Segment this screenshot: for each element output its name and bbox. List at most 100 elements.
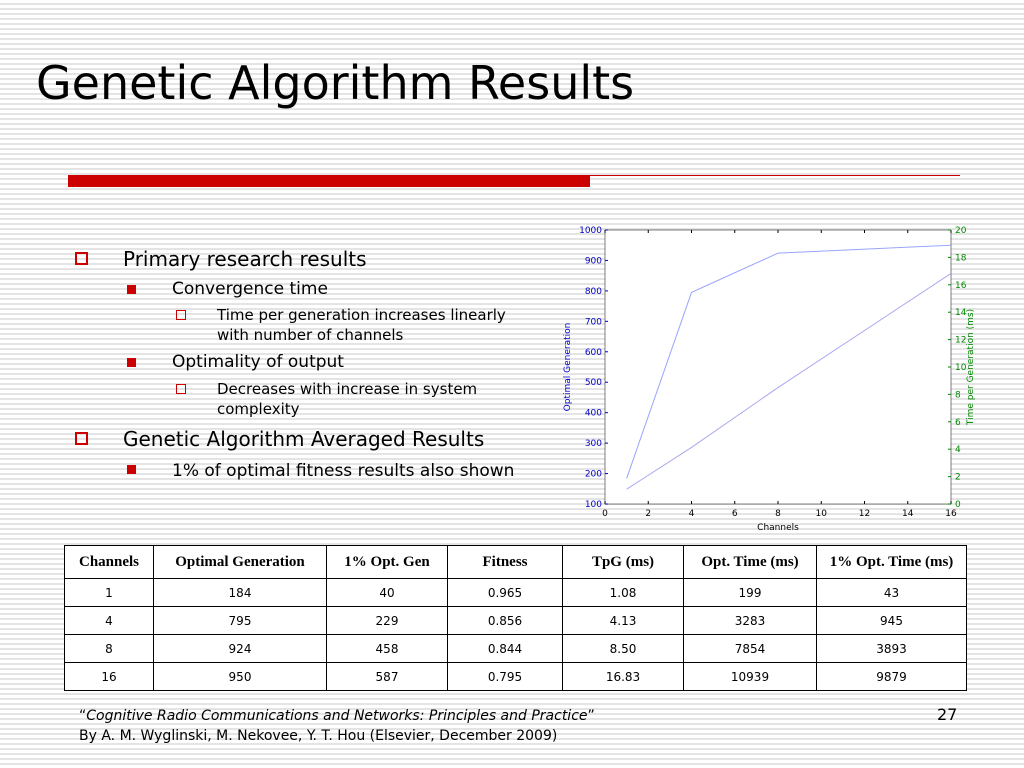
y-tick-label: 300 [585, 439, 602, 449]
hollow-square-bullet-icon [75, 252, 88, 265]
hollow-square-bullet-icon [75, 432, 88, 445]
citation-title-line: “Cognitive Radio Communications and Netw… [79, 706, 595, 726]
y2-tick-label: 2 [955, 473, 961, 483]
x-tick-label: 14 [902, 509, 914, 519]
title-underline-thin [590, 175, 960, 176]
table-cell: 950 [153, 662, 327, 691]
table-cell: 587 [326, 662, 448, 691]
bullet-item: Convergence time [172, 279, 328, 299]
y2-tick-label: 10 [955, 363, 967, 373]
table-cell: 0.795 [447, 662, 563, 691]
table-cell: 9879 [816, 662, 967, 691]
bullet-item: Optimality of output [172, 352, 344, 372]
results-table: Channels Optimal Generation 1% Opt. Gen … [64, 545, 967, 691]
table-cell: 10939 [683, 662, 817, 691]
x-axis-label: Channels [757, 523, 799, 533]
bullet-item: Decreases with increase in system comple… [217, 380, 478, 418]
table-cell: 16 [64, 662, 154, 691]
bullet-item: Primary research results [123, 247, 367, 271]
book-title: Cognitive Radio Communications and Netwo… [86, 708, 588, 724]
hollow-square-bullet-icon [176, 384, 186, 394]
y2-tick-label: 14 [955, 308, 967, 318]
y2-tick-label: 0 [955, 500, 961, 510]
x-tick-label: 10 [816, 509, 828, 519]
chart: 0 2 4 6 8 10 12 14 16100200300400500600700800900… [563, 226, 975, 533]
table-row: 8 924 458 0.844 8.50 7854 3893 [64, 634, 967, 663]
y2-tick-label: 12 [955, 336, 966, 346]
y2-tick-label: 6 [955, 418, 961, 428]
table-cell: 1 [64, 578, 154, 607]
table-cell: 3893 [816, 634, 967, 663]
x-tick-label: 2 [645, 509, 651, 519]
table-cell: 4 [64, 606, 154, 635]
y-tick-label: 900 [585, 256, 602, 266]
series-line-optimal-generation [626, 244, 952, 479]
bullet-item: Genetic Algorithm Averaged Results [123, 427, 485, 451]
table-cell: 458 [326, 634, 448, 663]
y2-tick-label: 18 [955, 253, 967, 263]
table-cell: 795 [153, 606, 327, 635]
column-header: 1% Opt. Gen [326, 545, 448, 579]
table-cell: 3283 [683, 606, 817, 635]
table-cell: 0.856 [447, 606, 563, 635]
y2-tick-label: 20 [955, 226, 967, 236]
table-cell: 7854 [683, 634, 817, 663]
solid-square-bullet-icon [127, 358, 136, 367]
y-tick-label: 200 [585, 470, 602, 480]
hollow-square-bullet-icon [176, 310, 186, 320]
y2-tick-label: 4 [955, 445, 961, 455]
column-header: Opt. Time (ms) [683, 545, 817, 579]
y-tick-label: 400 [585, 409, 602, 419]
table-cell: 945 [816, 606, 967, 635]
table-cell: 16.83 [562, 662, 684, 691]
table-row: 4 795 229 0.856 4.13 3283 945 [64, 606, 967, 635]
close-quote: ” [587, 708, 595, 724]
series-line-time-per-generation [626, 273, 952, 490]
table-row: 1 184 40 0.965 1.08 199 43 [64, 578, 967, 607]
citation: “Cognitive Radio Communications and Netw… [79, 706, 595, 746]
y2-axis-label: Time per Generation (ms) [966, 309, 975, 426]
table-cell: 184 [153, 578, 327, 607]
y-axis-label: Optimal Generation [563, 323, 573, 412]
x-tick-label: 6 [732, 509, 738, 519]
table-row: 16 950 587 0.795 16.83 10939 9879 [64, 662, 967, 691]
table-cell: 8 [64, 634, 154, 663]
table-cell: 40 [326, 578, 448, 607]
y-tick-label: 600 [585, 348, 602, 358]
column-header: Channels [64, 545, 154, 579]
slide-title: Genetic Algorithm Results [36, 56, 635, 110]
solid-square-bullet-icon [127, 285, 136, 294]
bullet-item: Time per generation increases linearly w… [217, 306, 506, 344]
x-tick-label: 0 [602, 509, 608, 519]
table-cell: 0.965 [447, 578, 563, 607]
solid-square-bullet-icon [127, 465, 136, 474]
y-tick-label: 100 [585, 500, 602, 510]
y2-tick-label: 16 [955, 281, 967, 291]
table-cell: 1.08 [562, 578, 684, 607]
y2-tick-label: 8 [955, 390, 961, 400]
page-number: 27 [937, 705, 958, 724]
column-header: 1% Opt. Time (ms) [816, 545, 967, 579]
y-tick-label: 700 [585, 317, 602, 327]
table-cell: 229 [326, 606, 448, 635]
table-cell: 8.50 [562, 634, 684, 663]
citation-byline: By A. M. Wyglinski, M. Nekovee, Y. T. Ho… [79, 728, 558, 744]
table-cell: 924 [153, 634, 327, 663]
y-tick-label: 800 [585, 287, 602, 297]
x-tick-label: 8 [775, 509, 781, 519]
table-cell: 4.13 [562, 606, 684, 635]
open-quote: “ [79, 708, 87, 724]
table-cell: 199 [683, 578, 817, 607]
y-tick-label: 1000 [579, 226, 602, 236]
table-cell: 0.844 [447, 634, 563, 663]
column-header: Fitness [447, 545, 563, 579]
column-header: Optimal Generation [153, 545, 327, 579]
y-tick-label: 500 [585, 378, 602, 388]
x-tick-label: 16 [945, 509, 957, 519]
x-tick-label: 12 [859, 509, 870, 519]
bullet-item: 1% of optimal fitness results also shown [172, 461, 515, 481]
table-cell: 43 [816, 578, 967, 607]
table-header-row: Channels Optimal Generation 1% Opt. Gen … [64, 545, 967, 579]
column-header: TpG (ms) [562, 545, 684, 579]
title-underline-thick [68, 175, 590, 187]
